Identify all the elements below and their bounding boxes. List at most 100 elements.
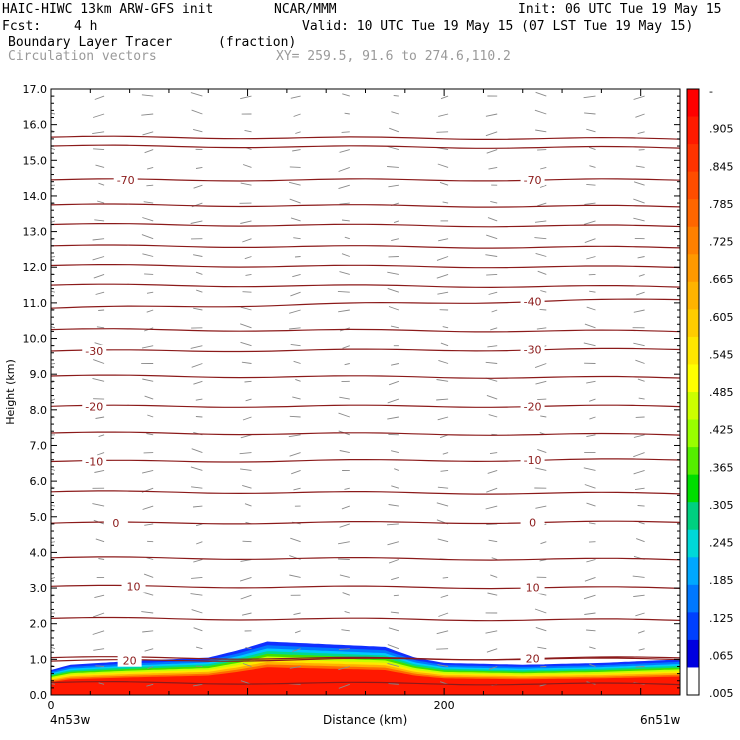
vector-arrow-232 bbox=[338, 184, 350, 190]
vector-arrow-317 bbox=[486, 487, 498, 493]
vector-arrow-207 bbox=[341, 629, 350, 632]
vector-arrow-173 bbox=[294, 630, 301, 634]
vector-arrow-380 bbox=[584, 576, 596, 582]
tracer-field bbox=[51, 641, 680, 695]
vector-arrow-371 bbox=[535, 129, 547, 133]
vector-arrow-362 bbox=[540, 290, 547, 293]
vector-arrow-248 bbox=[388, 504, 399, 507]
x-axis: 0 200 bbox=[48, 89, 681, 712]
contour-line-6 bbox=[51, 374, 680, 379]
vector-arrow-332 bbox=[487, 217, 498, 222]
vector-arrow-249 bbox=[391, 485, 400, 489]
vector-arrow-202 bbox=[293, 113, 301, 117]
vector-arrow-358 bbox=[534, 363, 547, 369]
vector-arrow-135 bbox=[190, 92, 203, 97]
y-tick-label-1: 1.0 bbox=[30, 653, 48, 666]
vector-arrow-372 bbox=[534, 109, 547, 115]
vector-arrow-367 bbox=[537, 202, 547, 207]
contour-label--40-0: -40 bbox=[524, 295, 542, 308]
vector-arrow-148 bbox=[240, 468, 252, 471]
vector-arrow-342 bbox=[537, 646, 547, 650]
vector-arrow-338 bbox=[485, 113, 498, 117]
vector-arrow-400 bbox=[583, 220, 596, 225]
vector-arrow-32 bbox=[51, 112, 55, 115]
colorbar-label-5: .665 bbox=[709, 273, 734, 286]
vector-arrow-134 bbox=[191, 109, 203, 115]
vector-arrow-273 bbox=[437, 664, 449, 667]
vector-arrow-347 bbox=[539, 559, 547, 562]
contour-label-10-1: 10 bbox=[526, 582, 540, 595]
contour-line-7 bbox=[51, 328, 680, 333]
vector-arrow-55 bbox=[98, 309, 105, 311]
vector-arrow-260 bbox=[387, 287, 400, 293]
vector-arrow-126 bbox=[193, 254, 203, 257]
vector-arrow-424 bbox=[638, 397, 645, 400]
vector-arrow-399 bbox=[584, 238, 596, 244]
vector-arrow-406 bbox=[584, 112, 596, 115]
vector-arrow-282 bbox=[436, 502, 449, 507]
vector-arrow-75 bbox=[146, 557, 154, 560]
vector-arrow-419 bbox=[634, 487, 645, 491]
vector-arrow-10 bbox=[51, 504, 56, 507]
contour-line-2 bbox=[51, 616, 680, 622]
vector-arrow-200 bbox=[292, 149, 301, 152]
vector-arrow-203 bbox=[290, 95, 301, 99]
vector-arrow-370 bbox=[537, 149, 547, 151]
vector-arrow-357 bbox=[535, 380, 547, 385]
vector-arrow-158 bbox=[242, 291, 252, 293]
vector-arrow-436 bbox=[633, 181, 645, 186]
vector-arrow-20 bbox=[51, 326, 56, 329]
vector-arrow-149 bbox=[239, 452, 252, 455]
vector-arrow-80 bbox=[141, 469, 154, 474]
vector-arrow-131 bbox=[195, 166, 203, 169]
vector-arrow-256 bbox=[391, 363, 399, 366]
vector-arrow-244 bbox=[391, 576, 400, 581]
vector-arrow-66 bbox=[92, 113, 105, 118]
vector-arrow-153 bbox=[244, 380, 252, 383]
vector-arrow-57 bbox=[93, 273, 105, 279]
vector-arrow-360 bbox=[536, 327, 547, 330]
vector-arrow-144 bbox=[242, 540, 252, 543]
vector-arrow-213 bbox=[339, 523, 350, 528]
colorbar-label-16: .005 bbox=[709, 687, 734, 700]
vector-arrow-100 bbox=[141, 113, 154, 116]
contour-label-bg--30-0 bbox=[82, 344, 107, 357]
vector-arrow-64 bbox=[93, 148, 105, 151]
vector-arrow-430 bbox=[636, 291, 645, 296]
vector-arrow-238 bbox=[388, 683, 399, 685]
vector-arrow-46 bbox=[94, 469, 105, 473]
vector-arrow-133 bbox=[192, 128, 203, 133]
contour-label--20-1: -20 bbox=[524, 400, 542, 413]
vector-arrow-162 bbox=[240, 220, 252, 224]
vector-arrow-192 bbox=[290, 291, 301, 297]
vector-arrow-285 bbox=[442, 452, 449, 455]
y-tick-label-4: 4.0 bbox=[30, 546, 48, 559]
vector-arrow-318 bbox=[487, 469, 498, 474]
contour-line-3 bbox=[51, 556, 680, 561]
vector-arrow-38 bbox=[92, 612, 105, 618]
y-tick-label-5: 5.0 bbox=[30, 511, 48, 524]
vector-arrow-402 bbox=[586, 183, 596, 186]
vector-arrow-294 bbox=[437, 291, 449, 295]
vector-arrow-214 bbox=[341, 505, 350, 510]
y-tick-label-11: 11.0 bbox=[23, 297, 48, 310]
vector-arrow-199 bbox=[289, 166, 301, 168]
vector-arrow-398 bbox=[586, 256, 596, 260]
contour-label-bg-0-1 bbox=[520, 516, 545, 529]
vector-arrow-35 bbox=[95, 665, 105, 667]
colorbar-label-7: .545 bbox=[709, 348, 734, 361]
vector-arrow-277 bbox=[440, 594, 449, 598]
vector-arrow-413 bbox=[633, 594, 645, 598]
vector-arrow-253 bbox=[387, 416, 399, 420]
vector-arrow-225 bbox=[338, 309, 350, 313]
vector-arrow-376 bbox=[589, 646, 596, 650]
vector-arrow-87 bbox=[141, 345, 154, 349]
vector-arrow-405 bbox=[586, 128, 596, 133]
colorbar-label-8: .485 bbox=[709, 386, 734, 399]
vector-arrow-169 bbox=[240, 95, 252, 100]
vector-arrow-223 bbox=[342, 345, 350, 349]
vector-arrow-215 bbox=[344, 487, 350, 490]
y-tick-label-8: 8.0 bbox=[30, 404, 48, 417]
vector-arrow-198 bbox=[288, 181, 301, 186]
colorbar-label-1: .905 bbox=[709, 123, 734, 136]
